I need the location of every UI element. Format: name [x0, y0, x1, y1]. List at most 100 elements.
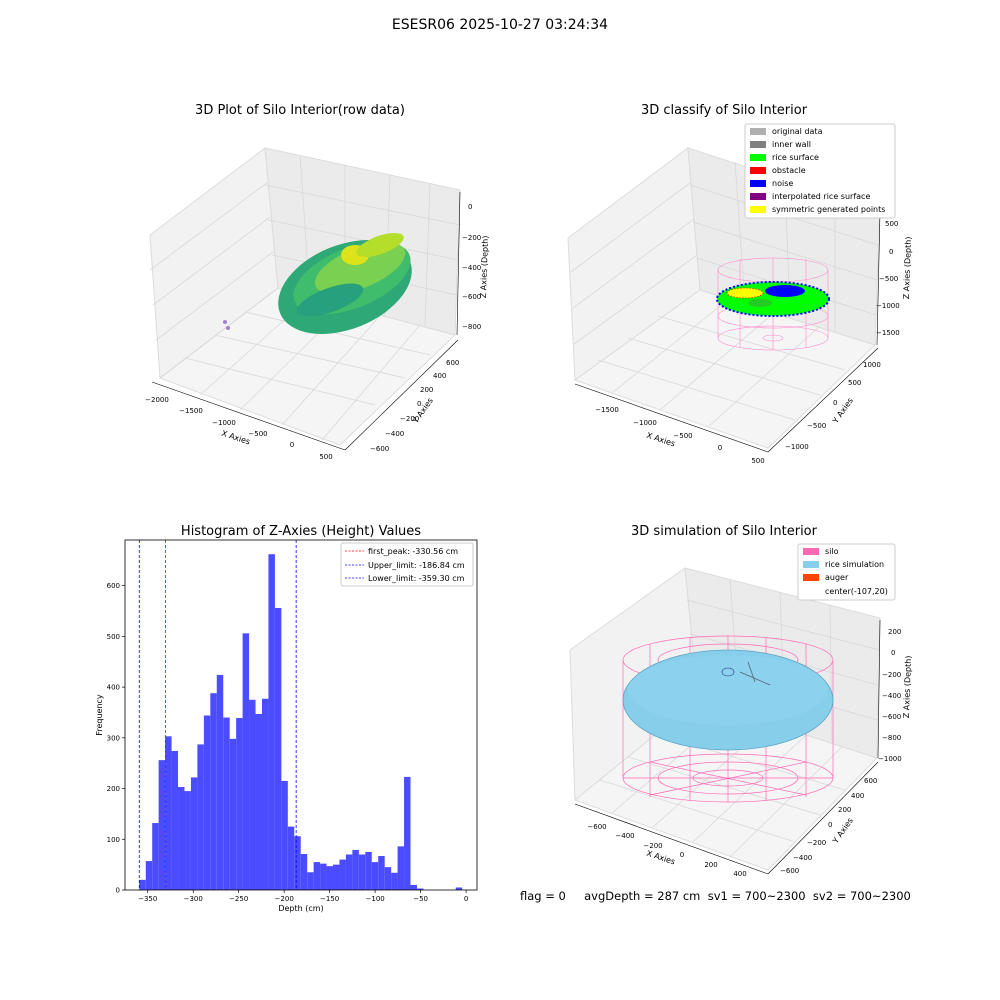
plot3-ytick: −200	[807, 839, 826, 847]
plot3-ytick: −400	[793, 854, 812, 862]
histogram-bar	[345, 854, 353, 890]
plot2-xtick: 0	[718, 444, 722, 452]
plot1-point-cloud	[223, 232, 412, 334]
plot3-xtick: 400	[733, 870, 746, 878]
status-summary: flag = 0 avgDepth = 287 cm sv1 = 700~230…	[520, 889, 911, 903]
histogram-legend-item: Lower_limit: -359.30 cm	[368, 574, 465, 583]
plot2-legend-item: original data	[772, 127, 823, 136]
plot3-legend-item: center(-107,20)	[825, 587, 888, 596]
plot3-rice-surface	[622, 649, 834, 751]
plot2-ytick: 500	[848, 379, 861, 387]
plot2-legend-item: symmetric generated points	[772, 205, 885, 214]
histogram-bar	[333, 864, 340, 890]
plot1-ytick: −200	[400, 415, 419, 423]
histogram-bar	[365, 851, 372, 890]
histogram-ytick-label: 100	[107, 836, 120, 844]
plot1-ztick: −600	[462, 293, 481, 301]
histogram-bar	[416, 888, 424, 890]
histogram-xtick-label: −50	[413, 895, 428, 903]
histogram-ytick-label: 300	[107, 734, 120, 742]
plot2-legend-item: noise	[772, 179, 793, 188]
plot1-ytick: 0	[417, 400, 421, 408]
histogram-bar	[178, 787, 185, 890]
plot1-title: 3D Plot of Silo Interior(row data)	[195, 103, 405, 118]
plot2-ztick: −500	[879, 275, 898, 283]
plot3-ztick: −600	[882, 713, 901, 721]
histogram-bar	[287, 826, 295, 890]
plot2-legend: original data inner wall rice surface ob…	[744, 123, 896, 219]
plot1-ztick: 0	[468, 203, 472, 211]
plot3-ztick: 0	[891, 649, 895, 657]
histogram-title: Histogram of Z-Axies (Height) Values	[180, 524, 422, 539]
plot1-ytick: 400	[433, 372, 446, 380]
figure-title: ESESR06 2025-10-27 03:24:34	[391, 17, 609, 33]
histogram-bar	[326, 866, 334, 890]
histogram-bar	[294, 836, 301, 890]
plot3-ytick: 0	[828, 821, 832, 829]
histogram-bar	[229, 738, 237, 890]
plot3-ytick: −600	[780, 867, 799, 875]
histogram-bar	[384, 867, 392, 890]
histogram-bar	[236, 718, 243, 890]
plot3-ztick: 200	[888, 628, 901, 636]
histogram-legend: first_peak: -330.56 cm Upper_limit: -186…	[340, 542, 474, 587]
histogram-xlabel: Depth (cm)	[278, 904, 323, 913]
plot3-zlabel: Z Axies (Depth)	[902, 655, 913, 718]
histogram-bar	[171, 751, 179, 890]
plot3-ylabel: Y Axies	[830, 816, 855, 846]
plot1-ztick: −800	[462, 323, 481, 331]
histogram-bar	[371, 862, 379, 890]
histogram-xtick-label: −300	[184, 895, 203, 903]
histogram-bar	[216, 674, 224, 890]
histogram-bar	[210, 693, 217, 890]
plot3-ytick: 600	[864, 777, 877, 785]
plot2-ytick: −1000	[785, 443, 809, 451]
plot2-title: 3D classify of Silo Interior	[640, 103, 808, 118]
histogram-bar	[455, 887, 463, 890]
plot2-ytick: 0	[833, 399, 837, 407]
plot3-title: 3D simulation of Silo Interior	[631, 524, 817, 539]
histogram-bar	[307, 872, 314, 890]
plot1-xtick: −1000	[212, 419, 236, 427]
histogram-frame	[124, 539, 478, 891]
plot2-legend-item: inner wall	[772, 140, 811, 149]
plot2-ytick: 1000	[863, 361, 881, 369]
plot2-zlabel: Z Axies (Depth)	[902, 236, 913, 299]
plot2-xtick: −1500	[595, 406, 619, 414]
plot1-ytick: −600	[370, 445, 389, 453]
plot1-ztick: −200	[462, 234, 481, 242]
histogram-bar	[281, 780, 288, 890]
histogram-ytick-label: 200	[107, 785, 120, 793]
plot2-legend-item: rice surface	[772, 153, 819, 162]
plot2-ztick: −1500	[876, 329, 900, 337]
histogram-bar	[378, 856, 385, 890]
plot3-xtick: 200	[704, 861, 717, 869]
histogram-bar	[410, 884, 417, 890]
plot1-xtick: 0	[290, 441, 294, 449]
histogram-bar	[242, 633, 250, 890]
histogram-bar	[197, 744, 204, 890]
histogram-bar	[261, 698, 269, 890]
plot3-xtick: −400	[615, 832, 634, 840]
histogram-xtick-label: −200	[275, 895, 294, 903]
histogram-ytick-label: 400	[107, 684, 120, 692]
histogram-bar	[268, 554, 275, 890]
histogram-bar	[404, 776, 411, 890]
histogram-ytick-label: 0	[116, 887, 120, 895]
histogram-bar	[352, 849, 359, 890]
plot3-ztick: −200	[882, 671, 901, 679]
histogram-ylabel: Frequency	[95, 694, 104, 736]
plot2-ztick: 0	[889, 248, 893, 256]
histogram-bar	[313, 862, 321, 890]
plot3-ytick: 200	[838, 806, 851, 814]
histogram-bar	[158, 760, 166, 890]
histogram-xtick-label: −150	[320, 895, 339, 903]
plot3-xlabel: X Axies	[645, 849, 676, 867]
histogram-bar	[184, 791, 191, 890]
plot1-ytick: −400	[385, 430, 404, 438]
plot2-xtick: −500	[673, 432, 692, 440]
plot3-legend-item: auger	[825, 573, 849, 582]
